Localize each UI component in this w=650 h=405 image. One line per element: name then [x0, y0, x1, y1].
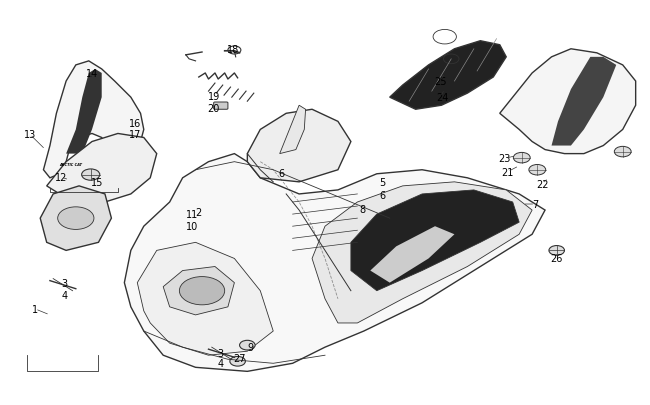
Text: 15: 15: [91, 177, 103, 188]
Text: 11: 11: [186, 209, 198, 220]
Text: 12: 12: [55, 173, 67, 183]
Text: 5: 5: [379, 177, 385, 188]
Polygon shape: [124, 154, 545, 371]
Text: 21: 21: [501, 167, 514, 177]
Text: 22: 22: [536, 179, 549, 190]
Text: 27: 27: [233, 354, 246, 364]
Text: 24: 24: [437, 93, 449, 103]
Circle shape: [230, 356, 246, 366]
Polygon shape: [248, 110, 351, 182]
Text: 25: 25: [434, 77, 447, 87]
Text: 1: 1: [32, 304, 38, 314]
Text: 6: 6: [379, 190, 385, 200]
Text: 19: 19: [207, 92, 220, 102]
Circle shape: [58, 207, 94, 230]
Text: 13: 13: [24, 130, 36, 140]
Text: 23: 23: [499, 154, 511, 164]
Text: ARCTIC CAT: ARCTIC CAT: [60, 162, 83, 166]
Polygon shape: [66, 70, 101, 154]
Polygon shape: [40, 186, 111, 251]
Circle shape: [514, 153, 530, 164]
Text: 4: 4: [217, 358, 223, 369]
Text: 10: 10: [186, 222, 198, 232]
Text: 9: 9: [248, 342, 254, 352]
Polygon shape: [370, 227, 454, 283]
Text: 17: 17: [129, 130, 141, 140]
Circle shape: [549, 246, 564, 256]
Circle shape: [529, 165, 546, 175]
Circle shape: [240, 341, 255, 350]
Polygon shape: [390, 42, 506, 110]
Polygon shape: [137, 243, 273, 355]
Text: 7: 7: [532, 200, 538, 209]
Circle shape: [82, 170, 99, 181]
Text: 20: 20: [207, 103, 220, 113]
Polygon shape: [47, 134, 157, 202]
Polygon shape: [552, 58, 616, 146]
Polygon shape: [163, 267, 235, 315]
Text: 6: 6: [278, 168, 284, 179]
Polygon shape: [351, 190, 519, 291]
Text: 16: 16: [129, 119, 141, 129]
Text: 8: 8: [359, 205, 365, 215]
Polygon shape: [500, 50, 636, 154]
FancyBboxPatch shape: [214, 103, 228, 110]
Polygon shape: [280, 106, 306, 154]
Circle shape: [179, 277, 225, 305]
Text: 26: 26: [551, 254, 563, 264]
Text: 3: 3: [217, 348, 223, 358]
Text: 18: 18: [227, 45, 239, 55]
Text: 4: 4: [62, 290, 68, 300]
Text: 3: 3: [62, 278, 68, 288]
Circle shape: [614, 147, 631, 158]
Text: 2: 2: [196, 208, 202, 217]
Polygon shape: [312, 182, 532, 323]
Text: 14: 14: [86, 69, 98, 79]
Polygon shape: [44, 62, 144, 178]
